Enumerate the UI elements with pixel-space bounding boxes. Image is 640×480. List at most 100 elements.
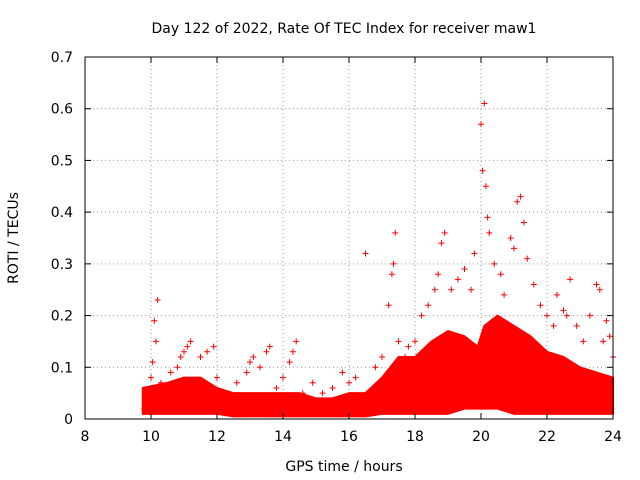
data-point [184, 343, 191, 350]
data-point [157, 379, 164, 386]
x-tick-label: 18 [406, 429, 424, 445]
data-point [233, 379, 240, 386]
data-point [346, 379, 352, 386]
data-point [596, 286, 603, 293]
data-point [247, 359, 253, 366]
data-point [273, 384, 280, 391]
data-point [448, 286, 455, 293]
data-point [167, 369, 174, 376]
data-point [491, 260, 498, 267]
data-point [210, 343, 217, 350]
dense-data-band [141, 314, 614, 418]
x-tick-label: 8 [81, 429, 90, 445]
y-tick-label: 0.2 [51, 309, 73, 325]
data-point [567, 276, 574, 283]
x-tick-label: 24 [604, 429, 622, 445]
data-point [392, 229, 399, 236]
data-point [379, 353, 385, 360]
data-point [148, 374, 154, 381]
data-point [544, 312, 550, 319]
data-point [511, 245, 517, 252]
data-point [438, 240, 445, 247]
y-tick-label: 0.6 [51, 102, 73, 118]
data-point [530, 281, 537, 288]
data-point [141, 405, 148, 412]
data-point [441, 229, 448, 236]
data-point [593, 281, 600, 288]
data-point [560, 307, 567, 314]
data-point [580, 338, 587, 345]
data-point [573, 322, 580, 329]
data-point [514, 198, 521, 205]
data-point [243, 369, 250, 376]
data-point [507, 235, 514, 241]
data-point [484, 214, 491, 221]
data-point [524, 255, 531, 262]
x-tick-label: 20 [472, 429, 490, 445]
data-point [461, 266, 468, 273]
data-point [497, 271, 504, 278]
data-point [405, 343, 412, 350]
data-point [435, 271, 442, 278]
data-point [372, 364, 379, 371]
data-point [151, 317, 158, 324]
data-point [425, 302, 432, 309]
data-point [482, 183, 489, 190]
data-point [174, 364, 181, 371]
data-point [299, 390, 306, 397]
data-point [388, 271, 395, 278]
data-point [319, 390, 326, 397]
data-points [141, 100, 616, 412]
chart-title: Day 122 of 2022, Rate Of TEC Index for r… [152, 21, 537, 37]
data-point [586, 312, 593, 319]
data-point [152, 338, 159, 345]
data-point [563, 312, 570, 319]
data-point [471, 250, 478, 257]
data-point [293, 338, 300, 345]
data-point [223, 390, 230, 397]
x-tick-label: 10 [142, 429, 160, 445]
x-axis-ticks: 8 10 12 14 16 18 20 22 24 [81, 57, 622, 445]
data-point [479, 167, 486, 174]
y-tick-label: 0.7 [51, 50, 73, 66]
data-point [454, 276, 461, 283]
data-point [478, 121, 484, 128]
data-point [501, 291, 508, 298]
data-point [606, 333, 613, 340]
y-axis-label: ROTI / TECUs [6, 192, 22, 284]
x-tick-label: 14 [274, 429, 292, 445]
data-point [177, 353, 184, 360]
data-point [266, 343, 273, 350]
data-point [154, 297, 161, 304]
data-point [256, 364, 263, 371]
y-tick-label: 0.3 [51, 257, 73, 273]
data-point [204, 348, 211, 355]
x-axis-label: GPS time / hours [285, 459, 402, 475]
data-point [362, 250, 369, 257]
y-tick-label: 0 [64, 412, 73, 428]
x-tick-label: 16 [340, 429, 358, 445]
data-point [339, 369, 346, 376]
data-point [329, 384, 336, 391]
y-tick-label: 0.4 [51, 205, 73, 221]
data-cloud [141, 314, 614, 418]
data-point [600, 338, 607, 345]
y-axis-ticks: 0 0.1 0.2 0.3 0.4 0.5 0.6 0.7 [51, 50, 613, 428]
data-point [309, 379, 316, 386]
data-point [181, 348, 187, 355]
data-point [402, 353, 409, 360]
data-point [214, 374, 220, 381]
data-point [603, 317, 610, 324]
data-point [486, 229, 493, 236]
x-tick-label: 22 [538, 429, 556, 445]
data-point [250, 353, 257, 360]
data-point [550, 322, 557, 329]
data-point [553, 291, 560, 298]
data-point [390, 260, 397, 267]
data-point [481, 100, 488, 107]
data-point [263, 348, 270, 355]
data-point [149, 359, 156, 366]
data-point [164, 384, 171, 391]
y-tick-label: 0.1 [51, 360, 73, 376]
